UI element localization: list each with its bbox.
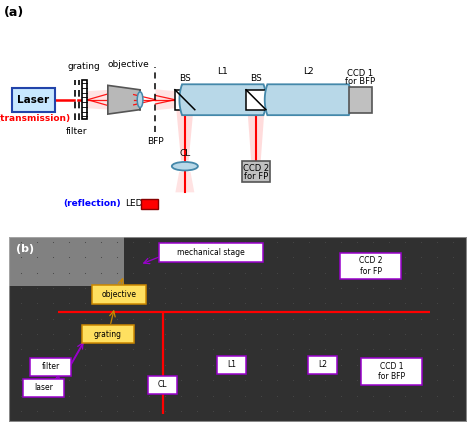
Text: CCD 2
for FP: CCD 2 for FP xyxy=(359,256,383,276)
Polygon shape xyxy=(155,89,175,110)
FancyBboxPatch shape xyxy=(340,253,401,279)
FancyBboxPatch shape xyxy=(217,356,246,374)
FancyBboxPatch shape xyxy=(30,358,71,376)
FancyBboxPatch shape xyxy=(82,325,134,343)
FancyBboxPatch shape xyxy=(92,285,146,304)
FancyBboxPatch shape xyxy=(23,379,64,396)
FancyBboxPatch shape xyxy=(309,356,337,374)
Text: CCD 1
for BFP: CCD 1 for BFP xyxy=(378,362,405,381)
Text: L1: L1 xyxy=(218,67,228,76)
Text: objective: objective xyxy=(107,60,149,69)
FancyBboxPatch shape xyxy=(82,80,87,119)
FancyBboxPatch shape xyxy=(9,237,124,286)
Text: mechanical stage: mechanical stage xyxy=(177,248,245,257)
Text: for FP: for FP xyxy=(244,172,268,181)
FancyBboxPatch shape xyxy=(148,376,177,393)
Text: Laser: Laser xyxy=(17,95,49,105)
Text: grating: grating xyxy=(94,329,122,338)
Text: grating: grating xyxy=(68,62,101,71)
FancyBboxPatch shape xyxy=(11,88,55,112)
Polygon shape xyxy=(88,89,118,110)
Text: laser: laser xyxy=(34,383,53,392)
Text: filter: filter xyxy=(42,363,60,371)
Text: L2: L2 xyxy=(303,67,313,76)
Text: (a): (a) xyxy=(4,6,24,19)
Text: (transmission): (transmission) xyxy=(0,114,70,123)
Text: L1: L1 xyxy=(227,360,236,369)
Polygon shape xyxy=(266,92,305,107)
FancyBboxPatch shape xyxy=(361,358,422,385)
Polygon shape xyxy=(180,84,266,115)
Polygon shape xyxy=(226,92,246,107)
Ellipse shape xyxy=(172,162,198,170)
Text: BS: BS xyxy=(250,74,262,83)
Text: CCD 1: CCD 1 xyxy=(347,70,374,78)
Polygon shape xyxy=(108,85,140,114)
FancyBboxPatch shape xyxy=(159,243,263,262)
Polygon shape xyxy=(195,92,220,107)
Polygon shape xyxy=(247,110,264,162)
Polygon shape xyxy=(175,90,195,110)
Text: BFP: BFP xyxy=(147,137,164,146)
Polygon shape xyxy=(311,89,348,110)
Polygon shape xyxy=(175,172,194,192)
Polygon shape xyxy=(246,90,266,110)
FancyBboxPatch shape xyxy=(349,86,372,113)
Text: filter: filter xyxy=(66,127,88,136)
Text: CL: CL xyxy=(158,380,167,389)
FancyBboxPatch shape xyxy=(141,199,158,209)
Text: CL: CL xyxy=(179,149,191,158)
Text: LED: LED xyxy=(126,199,143,208)
Ellipse shape xyxy=(137,92,143,108)
Text: CCD 2: CCD 2 xyxy=(243,164,269,173)
Text: L2: L2 xyxy=(319,360,328,369)
Text: (b): (b) xyxy=(16,244,35,254)
Polygon shape xyxy=(265,84,351,115)
Text: (reflection): (reflection) xyxy=(63,199,121,208)
FancyBboxPatch shape xyxy=(242,162,270,182)
FancyBboxPatch shape xyxy=(9,237,467,422)
Text: for BFP: for BFP xyxy=(345,78,375,86)
Text: BS: BS xyxy=(179,74,191,83)
Polygon shape xyxy=(176,110,193,161)
Text: objective: objective xyxy=(102,290,137,299)
